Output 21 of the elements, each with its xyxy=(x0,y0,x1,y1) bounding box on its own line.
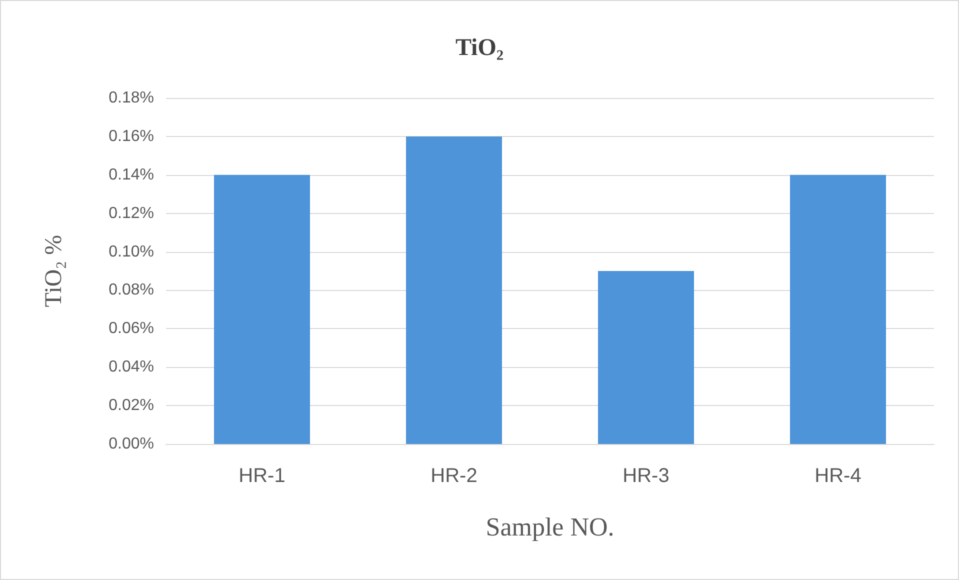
y-tick-label: 0.06% xyxy=(108,320,154,338)
chart-title: TiO₂ xyxy=(455,35,504,61)
x-tick-label: HR-1 xyxy=(238,465,286,487)
y-tick-label: 0.02% xyxy=(108,397,154,414)
bar xyxy=(214,174,310,444)
y-tick-label: 0.18% xyxy=(108,90,154,106)
x-tick-label: HR-2 xyxy=(430,465,478,487)
y-tick-label: 0.14% xyxy=(108,166,154,184)
x-tick-label: HR-4 xyxy=(814,465,862,487)
y-tick-label: 0.04% xyxy=(108,358,154,376)
y-tick-label: 0.12% xyxy=(108,204,154,222)
y-tick-label: 0.00% xyxy=(108,436,154,452)
bar xyxy=(598,271,694,444)
y-axis-title: TiO₂ % xyxy=(41,234,67,308)
y-tick-label: 0.08% xyxy=(108,282,154,299)
y-tick-label: 0.16% xyxy=(108,128,154,145)
bar xyxy=(406,136,502,444)
x-axis-title: Sample NO. xyxy=(486,512,614,542)
y-tick-label: 0.10% xyxy=(108,243,154,260)
x-tick-label: HR-3 xyxy=(622,465,670,487)
bar xyxy=(790,174,886,444)
